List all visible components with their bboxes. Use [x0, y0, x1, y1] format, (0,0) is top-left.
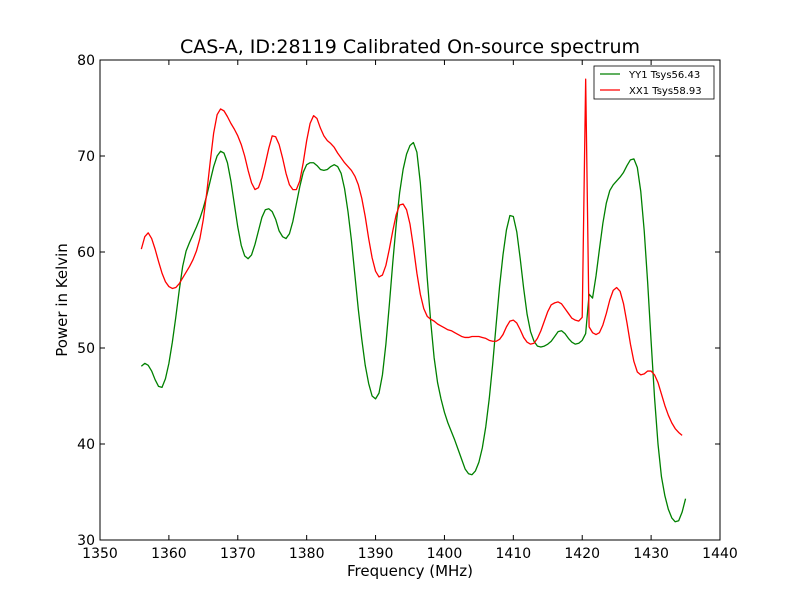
- x-tick-label: 1410: [496, 546, 532, 562]
- x-axis-ticks: 1350 1360 1370 1380 1390 1400 1410 1420 1430 1440: [82, 60, 738, 562]
- legend-label-yy1: YY1 Tsys56.43: [628, 70, 700, 81]
- y-tick-label: 40: [77, 437, 95, 453]
- chart-title: CAS-A, ID:28119 Calibrated On-source spe…: [180, 36, 640, 58]
- x-tick-label: 1350: [82, 546, 118, 562]
- x-tick-label: 1360: [151, 546, 187, 562]
- x-tick-label: 1430: [633, 546, 669, 562]
- x-tick-label: 1420: [564, 546, 600, 562]
- legend: YY1 Tsys56.43 XX1 Tsys58.93: [593, 65, 715, 100]
- y-tick-label: 80: [77, 53, 95, 69]
- y-tick-label: 60: [77, 245, 95, 261]
- x-tick-label: 1390: [358, 546, 394, 562]
- legend-box: [593, 65, 715, 100]
- plot-frame: [99, 59, 721, 541]
- y-axis-label: Power in Kelvin: [53, 243, 71, 357]
- legend-label-xx1: XX1 Tsys58.93: [629, 86, 702, 97]
- series-line-xx1: [140, 78, 683, 436]
- x-tick-label: 1400: [427, 546, 463, 562]
- y-tick-label: 70: [77, 149, 95, 165]
- x-tick-label: 1440: [702, 546, 738, 562]
- series-layer: [140, 78, 687, 523]
- x-axis-label: Frequency (MHz): [347, 562, 473, 580]
- x-tick-label: 1380: [289, 546, 325, 562]
- y-tick-label: 30: [77, 533, 95, 549]
- y-axis-ticks: 30 40 50 60 70 80: [77, 53, 720, 549]
- y-tick-label: 50: [77, 341, 95, 357]
- plot-area: 1350 1360 1370 1380 1390 1400 1410 1420 1430 1440…: [77, 53, 738, 562]
- series-line-yy1: [140, 141, 687, 523]
- x-tick-label: 1370: [220, 546, 256, 562]
